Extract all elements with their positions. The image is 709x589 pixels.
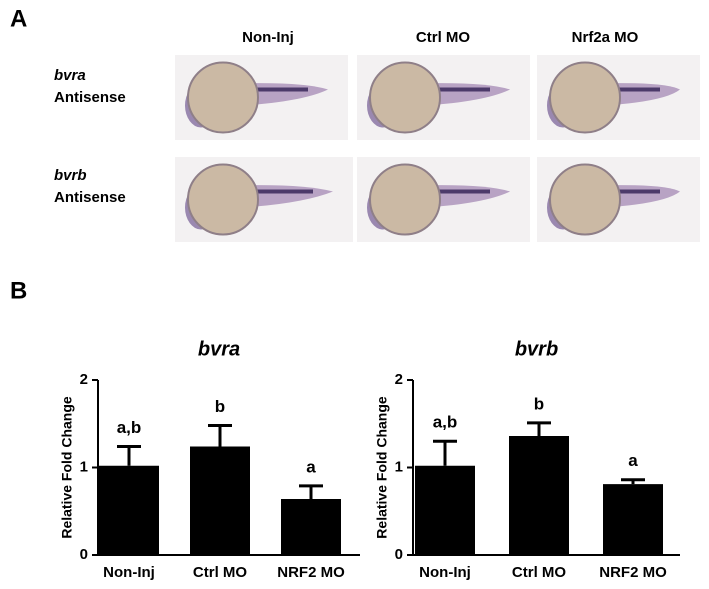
- column-label: Nrf2a MO: [572, 29, 639, 46]
- significance-label: b: [215, 397, 225, 416]
- x-tick-label: Non-Inj: [419, 564, 471, 581]
- x-tick-label: NRF2 MO: [599, 564, 667, 581]
- embryo-yolk: [369, 163, 441, 236]
- x-tick-label: NRF2 MO: [277, 564, 345, 581]
- embryo-image: [537, 55, 700, 140]
- y-tick-label: 1: [80, 458, 88, 475]
- bar: [509, 436, 569, 555]
- embryo-yolk: [369, 61, 441, 134]
- y-axis-label: Relative Fold Change: [374, 396, 390, 539]
- y-tick-label: 2: [395, 371, 403, 388]
- significance-label: a: [628, 451, 638, 470]
- row-gene: bvra: [54, 67, 86, 84]
- embryo-image: [175, 157, 353, 242]
- embryo-image: [357, 55, 530, 140]
- row-probe: Antisense: [54, 89, 126, 106]
- chart-title: bvrb: [515, 338, 558, 360]
- embryo-yolk: [187, 61, 259, 134]
- bar: [190, 446, 250, 555]
- embryo-image: [357, 157, 530, 242]
- row-probe: Antisense: [54, 189, 126, 206]
- x-tick-label: Ctrl MO: [193, 564, 247, 581]
- y-axis-label: Relative Fold Change: [59, 396, 75, 539]
- chart-title: bvra: [198, 338, 240, 360]
- bar: [415, 465, 475, 555]
- x-tick-label: Ctrl MO: [512, 564, 566, 581]
- embryo-yolk: [549, 61, 621, 134]
- significance-label: a: [306, 457, 316, 476]
- panel-label: B: [10, 277, 27, 304]
- panel-label: A: [10, 5, 27, 32]
- significance-label: b: [534, 394, 544, 413]
- y-tick-label: 1: [395, 458, 403, 475]
- embryo-image: [537, 157, 700, 242]
- embryo-yolk: [187, 163, 259, 236]
- y-tick-label: 0: [395, 546, 403, 563]
- x-tick-label: Non-Inj: [103, 564, 155, 581]
- embryo-image: [175, 55, 348, 140]
- bar: [603, 484, 663, 555]
- bar: [281, 499, 341, 555]
- column-label: Ctrl MO: [416, 29, 470, 46]
- y-tick-label: 0: [80, 546, 88, 563]
- y-tick-label: 2: [80, 371, 88, 388]
- row-gene: bvrb: [54, 167, 87, 184]
- significance-label: a,b: [117, 418, 142, 437]
- embryo-yolk: [549, 163, 621, 236]
- column-label: Non-Inj: [242, 29, 294, 46]
- bar: [99, 465, 159, 555]
- significance-label: a,b: [433, 413, 458, 432]
